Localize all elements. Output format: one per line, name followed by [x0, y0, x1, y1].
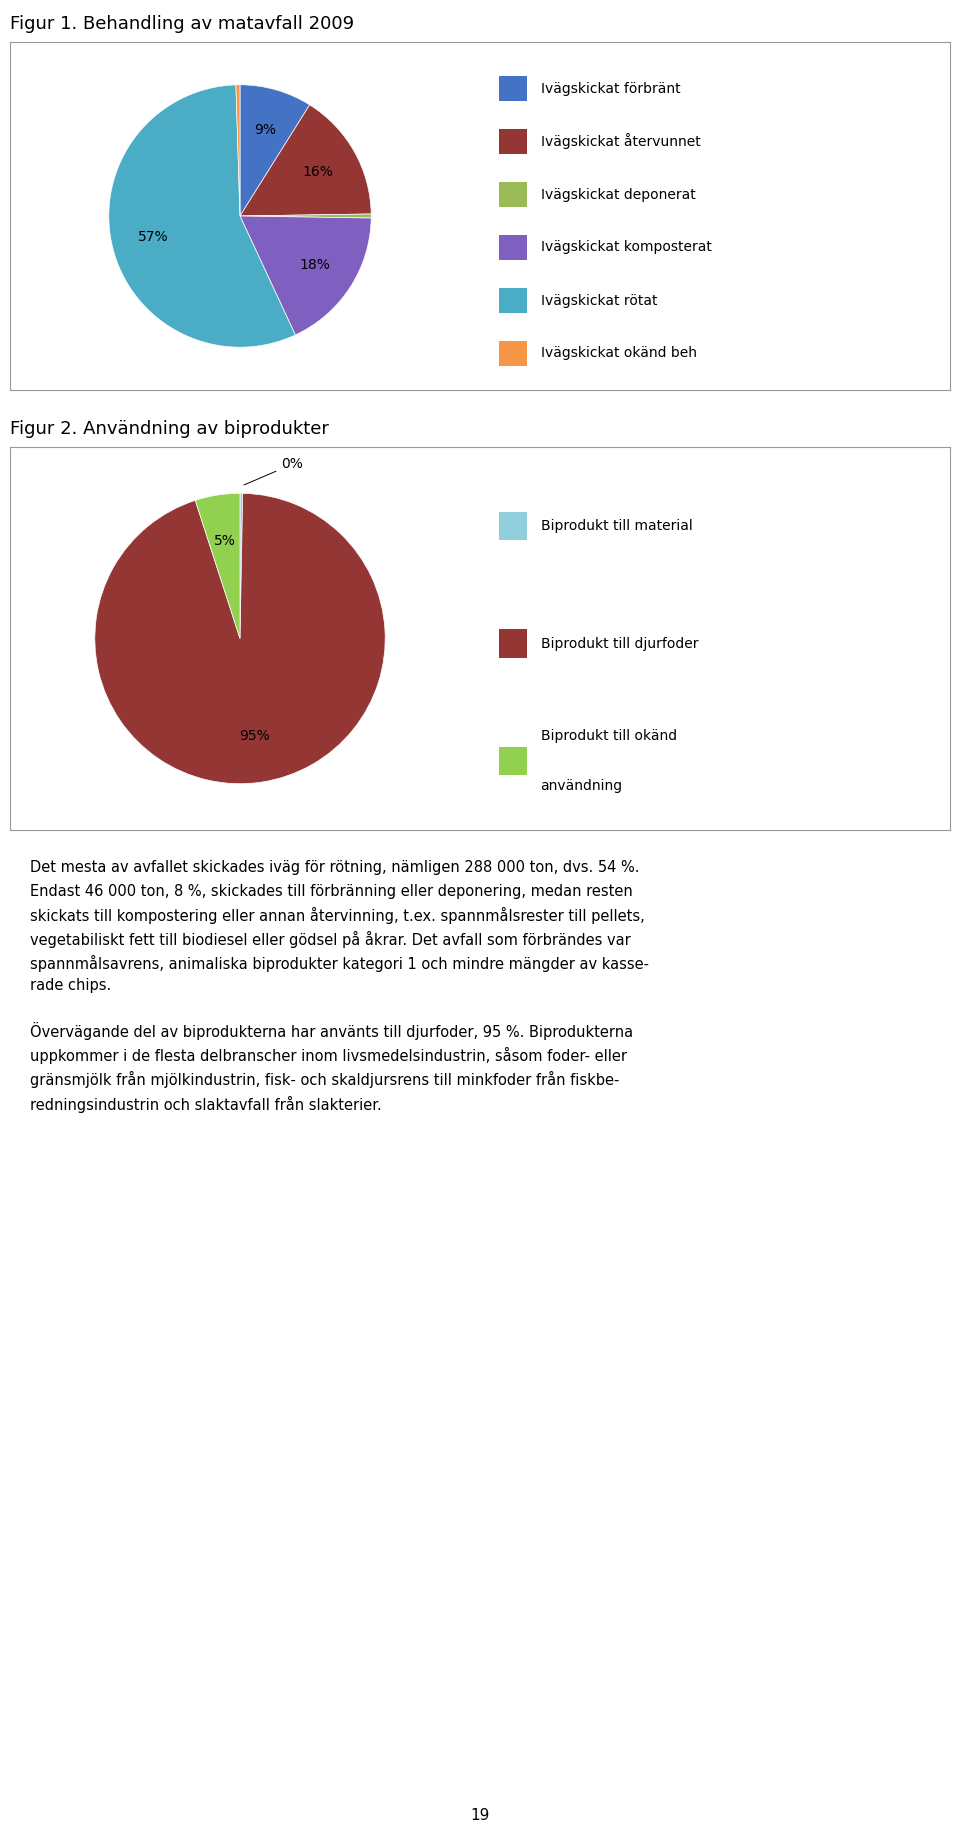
- Text: Figur 2. Användning av biprodukter: Figur 2. Användning av biprodukter: [10, 420, 329, 439]
- Text: Ivägskickat förbränt: Ivägskickat förbränt: [540, 81, 681, 95]
- Wedge shape: [240, 494, 243, 639]
- Text: Ivägskickat deponerat: Ivägskickat deponerat: [540, 187, 695, 202]
- Bar: [499, 182, 527, 207]
- Text: gränsmjölk från mjölkindustrin, fisk- och skaldjursrens till minkfoder från fisk: gränsmjölk från mjölkindustrin, fisk- oc…: [30, 1072, 619, 1088]
- Text: Biprodukt till djurfoder: Biprodukt till djurfoder: [540, 637, 698, 650]
- Bar: [499, 512, 527, 539]
- Text: Endast 46 000 ton, 8 %, skickades till förbränning eller deponering, medan reste: Endast 46 000 ton, 8 %, skickades till f…: [30, 884, 633, 899]
- Text: 57%: 57%: [138, 229, 169, 244]
- Wedge shape: [195, 494, 240, 639]
- Text: 18%: 18%: [300, 257, 330, 272]
- Wedge shape: [240, 215, 372, 218]
- Wedge shape: [240, 217, 372, 336]
- Wedge shape: [108, 84, 296, 347]
- Text: vegetabiliskt fett till biodiesel eller gödsel på åkrar. Det avfall som förbränd: vegetabiliskt fett till biodiesel eller …: [30, 930, 631, 949]
- Text: 0%: 0%: [244, 457, 303, 484]
- Bar: [499, 629, 527, 657]
- Text: Ivägskickat okänd beh: Ivägskickat okänd beh: [540, 347, 697, 360]
- Text: 95%: 95%: [239, 728, 270, 743]
- Text: uppkommer i de flesta delbranscher inom livsmedelsindustrin, såsom foder- eller: uppkommer i de flesta delbranscher inom …: [30, 1046, 627, 1064]
- Bar: [499, 128, 527, 154]
- Text: Ivägskickat rötat: Ivägskickat rötat: [540, 294, 657, 308]
- Wedge shape: [236, 84, 240, 217]
- Text: 19: 19: [470, 1807, 490, 1822]
- Text: spannmålsavrens, animaliska biprodukter kategori 1 och mindre mängder av kasse-: spannmålsavrens, animaliska biprodukter …: [30, 954, 649, 973]
- Text: Ivägskickat återvunnet: Ivägskickat återvunnet: [540, 134, 701, 149]
- Bar: [499, 235, 527, 261]
- Text: skickats till kompostering eller annan återvinning, t.ex. spannmålsrester till p: skickats till kompostering eller annan å…: [30, 906, 645, 925]
- Text: Ivägskickat komposterat: Ivägskickat komposterat: [540, 240, 711, 255]
- Bar: [499, 747, 527, 774]
- Text: redningsindustrin och slaktavfall från slakterier.: redningsindustrin och slaktavfall från s…: [30, 1095, 382, 1112]
- Bar: [499, 75, 527, 101]
- Text: Biprodukt till material: Biprodukt till material: [540, 519, 692, 532]
- Text: användning: användning: [540, 778, 623, 793]
- Wedge shape: [240, 84, 310, 217]
- Text: 16%: 16%: [302, 165, 333, 180]
- Wedge shape: [95, 494, 385, 784]
- Text: rade chips.: rade chips.: [30, 978, 111, 993]
- Wedge shape: [240, 105, 372, 217]
- Text: Det mesta av avfallet skickades iväg för rötning, nämligen 288 000 ton, dvs. 54 : Det mesta av avfallet skickades iväg för…: [30, 861, 639, 875]
- Text: Biprodukt till okänd: Biprodukt till okänd: [540, 730, 677, 743]
- Text: 5%: 5%: [214, 534, 235, 549]
- Text: Figur 1. Behandling av matavfall 2009: Figur 1. Behandling av matavfall 2009: [10, 15, 354, 33]
- Text: Övervägande del av biprodukterna har använts till djurfoder, 95 %. Biprodukterna: Övervägande del av biprodukterna har anv…: [30, 1022, 634, 1040]
- Bar: [499, 341, 527, 367]
- Text: 9%: 9%: [253, 123, 276, 138]
- Bar: [499, 288, 527, 314]
